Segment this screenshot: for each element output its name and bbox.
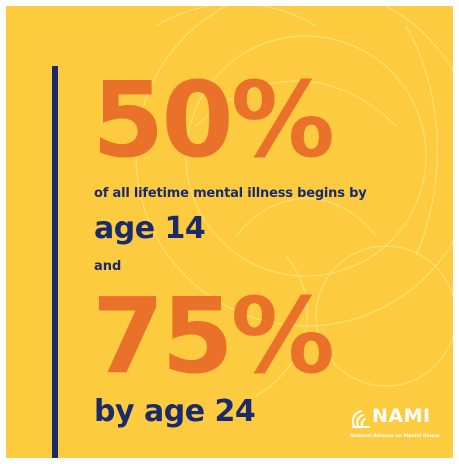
stat-50-caption: of all lifetime mental illness begins by xyxy=(94,186,367,201)
accent-bar xyxy=(52,66,58,458)
infographic-card: 50% of all lifetime mental illness begin… xyxy=(6,6,453,458)
stat-75-percent: 75% xyxy=(92,275,335,397)
stat-50-percent: 50% xyxy=(92,59,335,181)
stat-50-detail: age 14 xyxy=(94,211,206,246)
stat-75-detail: by age 24 xyxy=(94,394,256,429)
connector-text: and xyxy=(94,259,122,274)
background-lines xyxy=(135,6,453,397)
nami-tagline: National Alliance on Mental Illness xyxy=(350,434,440,439)
nami-wordmark: NAMI xyxy=(372,405,431,427)
nami-flame-icon xyxy=(351,410,370,428)
nami-logo: NAMI National Alliance on Mental Illness xyxy=(350,405,442,446)
